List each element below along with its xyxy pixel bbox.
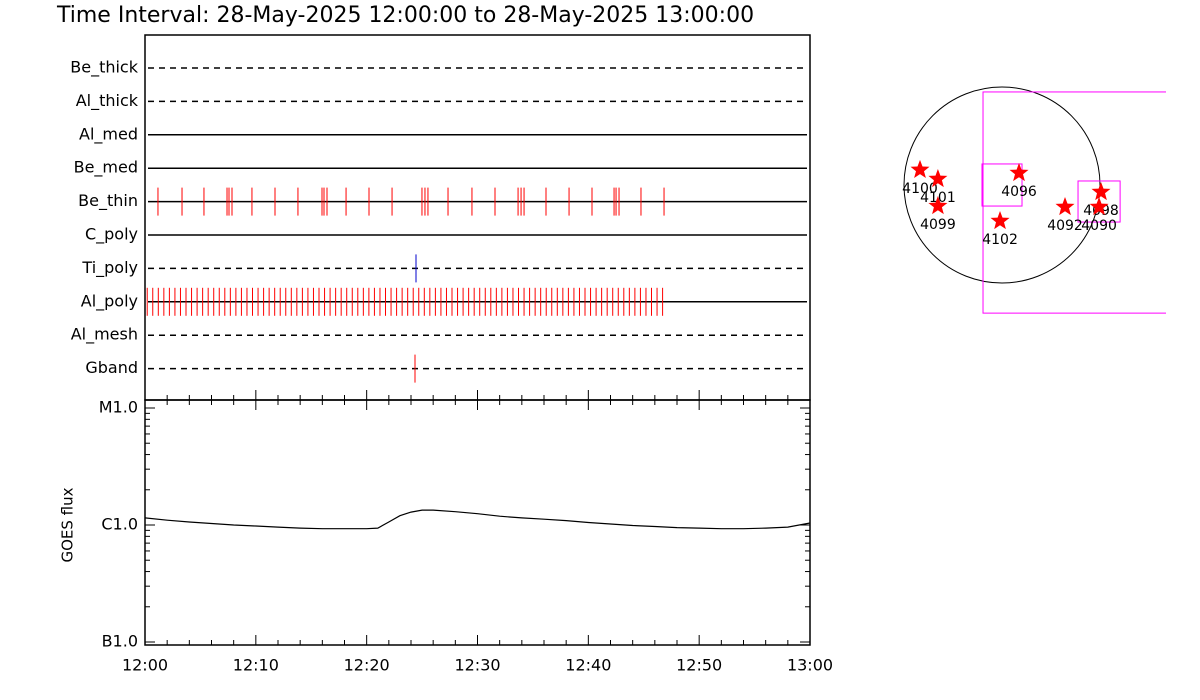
row-label: Al_poly	[81, 291, 138, 311]
region-star	[990, 211, 1010, 230]
x-tick-label: 12:30	[454, 656, 500, 675]
region-label: 4090	[1081, 218, 1117, 234]
x-tick-label: 12:50	[676, 656, 722, 675]
goes-curve	[144, 509, 811, 530]
x-tick-label: 12:20	[344, 656, 390, 675]
region-label: 4096	[1001, 184, 1037, 200]
region-star	[1055, 197, 1075, 216]
x-tick-label: 12:00	[122, 656, 168, 675]
row-label: Be_thick	[70, 58, 138, 78]
row-label: Al_med	[79, 124, 138, 144]
row-label: Gband	[85, 358, 138, 377]
row-label: Be_thin	[78, 191, 138, 211]
y-tick-label: M1.0	[99, 398, 138, 417]
fov-box	[1077, 180, 1121, 223]
x-tick-label: 12:10	[233, 656, 279, 675]
row-label: C_poly	[85, 225, 138, 245]
row-label: Al_mesh	[71, 325, 138, 345]
region-star	[910, 159, 930, 178]
region-star	[928, 196, 948, 215]
y-tick-label: C1.0	[101, 515, 138, 534]
y-tick-label: B1.0	[102, 632, 138, 651]
row-label: Be_med	[74, 158, 138, 178]
region-star	[1091, 182, 1111, 201]
row-label: Al_thick	[76, 91, 139, 111]
y-axis-label: GOES flux	[59, 487, 77, 562]
fov-box	[981, 163, 1023, 207]
x-tick-label: 13:00	[787, 656, 833, 675]
row-label: Ti_poly	[81, 258, 138, 278]
region-star	[1089, 197, 1109, 216]
fov-box	[982, 91, 1166, 314]
disk-map: 41004101409940964102409240984090	[902, 86, 1166, 314]
region-label: 4100	[902, 181, 938, 197]
region-star	[928, 169, 948, 188]
region-label: 4102	[982, 232, 1018, 248]
region-star	[1009, 163, 1029, 182]
region-label: 4092	[1047, 218, 1083, 234]
x-tick-label: 12:40	[565, 656, 611, 675]
region-label: 4099	[920, 217, 956, 233]
chart-title: Time Interval: 28-May-2025 12:00:00 to 2…	[56, 3, 754, 28]
